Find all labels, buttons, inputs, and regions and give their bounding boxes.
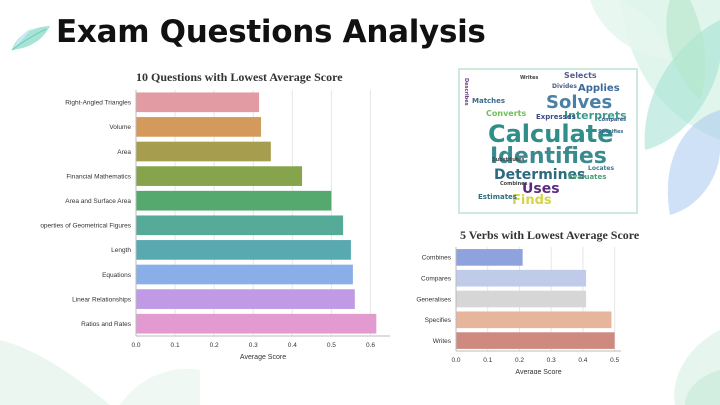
x-tick-label: 0.4 bbox=[578, 357, 587, 364]
word-cloud-word: Selects bbox=[564, 71, 597, 80]
bar bbox=[136, 141, 271, 162]
word-cloud-word: Interprets bbox=[564, 109, 627, 122]
category-label: Properties of Geometrical Figures bbox=[40, 223, 132, 230]
word-cloud-word: Solves bbox=[546, 92, 613, 113]
x-tick-label: 0.6 bbox=[366, 342, 375, 349]
word-cloud-word: Converts bbox=[486, 109, 527, 118]
word-cloud-word: Estimates bbox=[478, 193, 517, 201]
word-cloud-word: Finds bbox=[512, 193, 552, 208]
bar bbox=[136, 92, 260, 113]
bar bbox=[136, 166, 303, 186]
word-cloud-word: Compares bbox=[598, 117, 627, 123]
bar bbox=[456, 332, 615, 349]
word-cloud-word: Writes bbox=[520, 75, 539, 81]
word-cloud-word: Divides bbox=[552, 83, 577, 90]
word-cloud-word: Matches bbox=[472, 97, 506, 105]
category-label: Specifies bbox=[425, 317, 452, 324]
x-tick-label: 0.3 bbox=[249, 342, 258, 349]
word-cloud-word: Locates bbox=[588, 165, 615, 172]
word-cloud-word: Describes bbox=[463, 78, 469, 106]
verbs-bar-chart: 0.0 0.1 0.2 0.3 0.4 0.5 Combines Compares Genera… bbox=[416, 247, 621, 374]
word-cloud-word: Calculate bbox=[488, 120, 614, 148]
bar bbox=[456, 290, 587, 308]
bar bbox=[136, 190, 332, 211]
verb-word-cloud: Calculate Identifies Solves Determines Uses F… bbox=[458, 68, 638, 214]
bar bbox=[136, 264, 353, 285]
category-label: Equations bbox=[102, 272, 132, 279]
word-cloud-word: Applies bbox=[578, 83, 620, 94]
category-label: Compares bbox=[421, 275, 452, 282]
x-tick-label: 0.3 bbox=[547, 357, 556, 364]
word-cloud-word: Evaluates bbox=[568, 173, 607, 181]
word-cloud-word: Specifies bbox=[598, 129, 624, 135]
x-tick-label: 0.0 bbox=[131, 342, 140, 349]
x-tick-label: 0.1 bbox=[483, 357, 492, 364]
category-label: Area bbox=[117, 149, 131, 156]
x-tick-label: 0.0 bbox=[451, 357, 460, 364]
category-label: Writes bbox=[433, 338, 452, 345]
category-label: Volume bbox=[109, 124, 131, 131]
bar bbox=[136, 289, 355, 309]
category-label: Linear Relationships bbox=[72, 296, 132, 303]
bar bbox=[456, 249, 523, 266]
word-cloud-word: Combines bbox=[500, 181, 528, 187]
decorative-leaves-bottom-left bbox=[0, 340, 200, 405]
category-label: Right-Angled Triangles bbox=[65, 100, 132, 107]
questions-bar-chart: 0.0 0.1 0.2 0.3 0.4 0.5 0.6 Right-Angled Triang… bbox=[40, 90, 390, 361]
decorative-leaves-top-right bbox=[590, 0, 720, 215]
x-tick-label: 0.2 bbox=[210, 342, 219, 349]
word-cloud-word: Determines bbox=[494, 167, 586, 183]
category-label: Financial Mathematics bbox=[66, 173, 131, 180]
word-cloud-word: Identifies bbox=[490, 144, 607, 169]
x-tick-label: 0.2 bbox=[515, 357, 524, 364]
x-tick-label: 0.5 bbox=[610, 357, 619, 364]
word-cloud-word: Uses bbox=[522, 181, 560, 197]
bar bbox=[456, 269, 587, 287]
bar bbox=[136, 117, 262, 137]
category-label: Combines bbox=[422, 255, 452, 262]
verbs-chart-title: 5 Verbs with Lowest Average Score bbox=[460, 228, 640, 242]
category-label: Generalises bbox=[416, 296, 451, 303]
x-tick-label: 0.4 bbox=[288, 342, 297, 349]
bar bbox=[456, 311, 612, 329]
x-axis-label: Average Score bbox=[515, 369, 561, 374]
word-cloud-word: Substitutes bbox=[492, 157, 525, 163]
category-label: Length bbox=[111, 247, 131, 254]
bar bbox=[136, 313, 377, 334]
page-title: Exam Questions Analysis bbox=[56, 14, 486, 50]
x-tick-label: 0.1 bbox=[171, 342, 180, 349]
questions-chart-title: 10 Questions with Lowest Average Score bbox=[136, 70, 343, 84]
x-tick-label: 0.5 bbox=[327, 342, 336, 349]
bar bbox=[136, 215, 344, 236]
bar bbox=[136, 240, 351, 260]
decorative-leaves-bottom-right bbox=[674, 330, 720, 405]
x-axis-label: Average Score bbox=[240, 354, 286, 361]
logo-leaf-icon bbox=[11, 26, 50, 51]
category-label: Area and Surface Area bbox=[65, 198, 131, 205]
category-label: Ratios and Rates bbox=[81, 321, 132, 328]
word-cloud-word: Expresses bbox=[536, 113, 576, 121]
